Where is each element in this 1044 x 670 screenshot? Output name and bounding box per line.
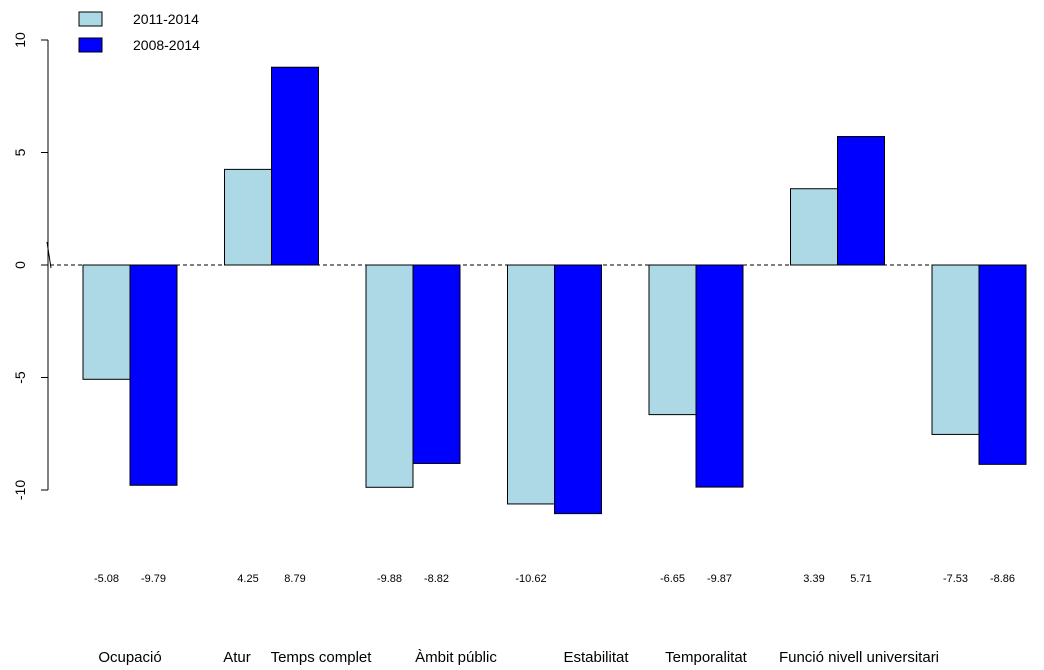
- category-label: Àmbit públic: [415, 649, 497, 666]
- category-label: Atur: [223, 649, 251, 666]
- y-axis: 10 5 0 -5 -10: [12, 32, 52, 500]
- bar: [554, 264, 602, 515]
- category-label: Ocupació: [98, 649, 161, 666]
- value-label: -8.86: [990, 573, 1015, 585]
- bar: [648, 264, 697, 416]
- category-label: Temporalitat: [665, 649, 748, 666]
- bar: [129, 264, 178, 486]
- y-tick-label: 5: [12, 148, 28, 156]
- value-label: -8.82: [424, 573, 449, 585]
- category-label: Funció nivell universitari: [779, 649, 939, 666]
- y-tick-label: 0: [12, 261, 28, 269]
- value-label: -7.53: [943, 573, 968, 585]
- category-labels: Ocupació Atur Temps complet Àmbit públic Est…: [98, 649, 939, 666]
- category-label: Estabilitat: [563, 649, 629, 666]
- value-label: -9.87: [707, 573, 732, 585]
- value-labels: -5.08 -9.79 4.25 8.79 -9.88 -8.82 -10.62 -6.65 -…: [94, 573, 1015, 585]
- value-label: 3.39: [803, 573, 824, 585]
- bar: [695, 264, 744, 488]
- bar: [271, 66, 319, 266]
- value-label: -9.79: [141, 573, 166, 585]
- bar: [978, 264, 1027, 465]
- legend-label: 2008-2014: [133, 37, 200, 53]
- value-label: -10.62: [515, 573, 546, 585]
- bars: [82, 66, 1027, 515]
- bar: [82, 264, 131, 380]
- bar: [507, 264, 555, 505]
- legend-swatch: [78, 11, 103, 27]
- value-label: 4.25: [237, 573, 258, 585]
- value-label: -6.65: [660, 573, 685, 585]
- category-label: Temps complet: [271, 649, 373, 666]
- bar: [365, 264, 414, 488]
- y-tick-label: -5: [12, 371, 28, 384]
- value-label: -9.88: [377, 573, 402, 585]
- bar: [412, 264, 461, 464]
- bar: [931, 264, 980, 435]
- y-tick-label: 10: [12, 32, 28, 48]
- value-label: -5.08: [94, 573, 119, 585]
- bar: [790, 188, 838, 266]
- legend-swatch: [78, 37, 103, 53]
- legend: 2011-2014 2008-2014: [78, 11, 200, 53]
- bar: [224, 168, 272, 266]
- axis-stub: [46, 241, 52, 269]
- value-label: 5.71: [850, 573, 871, 585]
- legend-label: 2011-2014: [133, 11, 199, 27]
- value-label: 8.79: [284, 573, 305, 585]
- bar: [837, 136, 885, 266]
- y-tick-label: -10: [12, 480, 28, 500]
